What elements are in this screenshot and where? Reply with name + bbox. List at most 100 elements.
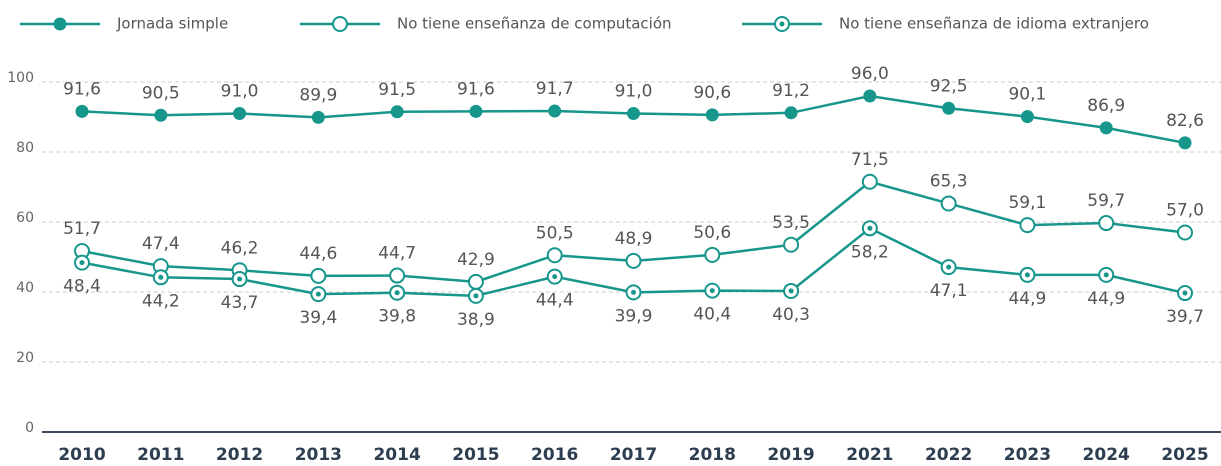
- data-point-dot: [552, 274, 558, 280]
- x-tick-label: 2022: [925, 445, 972, 465]
- legend-label: No tiene enseñanza de computación: [397, 15, 672, 33]
- data-label: 39,9: [615, 306, 653, 326]
- data-label: 82,6: [1166, 111, 1204, 131]
- x-tick-label: 2023: [1004, 445, 1051, 465]
- data-label: 39,7: [1166, 307, 1204, 327]
- data-label: 50,6: [693, 223, 731, 243]
- data-label: 58,2: [851, 242, 889, 262]
- y-tick-label: 60: [16, 210, 34, 226]
- data-point: [233, 107, 247, 120]
- data-point-dot: [946, 264, 952, 270]
- x-tick-label: 2018: [689, 445, 736, 465]
- data-point: [75, 104, 89, 118]
- data-label: 91,2: [772, 81, 810, 101]
- data-label: 44,4: [536, 291, 574, 311]
- data-point: [861, 173, 878, 190]
- data-point-dot: [1103, 272, 1109, 278]
- data-label: 91,5: [378, 80, 416, 100]
- data-label: 96,0: [851, 64, 889, 84]
- data-label: 48,9: [615, 229, 653, 249]
- data-label: 90,1: [1008, 85, 1046, 105]
- data-point: [1177, 224, 1193, 241]
- data-point-dot: [867, 225, 873, 231]
- data-point-dot: [473, 293, 479, 299]
- y-tick-label: 0: [25, 420, 34, 436]
- data-label: 47,1: [930, 281, 968, 301]
- data-label: 91,7: [536, 79, 574, 99]
- data-point: [1178, 136, 1192, 150]
- data-point-dot: [788, 288, 794, 294]
- data-label: 50,5: [536, 223, 574, 243]
- data-label: 44,7: [378, 244, 416, 264]
- data-point: [942, 101, 956, 115]
- data-label: 90,5: [142, 83, 180, 103]
- data-point: [311, 110, 325, 124]
- data-point: [863, 89, 877, 103]
- data-point-dot: [709, 288, 715, 294]
- x-tick-label: 2019: [767, 445, 814, 465]
- data-point: [154, 108, 168, 122]
- data-point-dot: [631, 289, 636, 295]
- y-tick-label: 40: [16, 280, 34, 296]
- y-tick-label: 100: [7, 70, 34, 86]
- data-point: [627, 107, 640, 120]
- x-tick-label: 2015: [452, 445, 499, 465]
- data-point: [389, 267, 406, 284]
- data-point-dot: [394, 290, 400, 296]
- data-point-dot: [237, 276, 243, 282]
- data-point: [1098, 215, 1115, 232]
- data-label: 46,2: [221, 238, 259, 258]
- y-tick-label: 20: [16, 350, 34, 366]
- legend-marker: [53, 17, 67, 31]
- x-tick-label: 2011: [137, 445, 184, 465]
- data-point: [310, 267, 327, 284]
- legend-label: No tiene enseñanza de idioma extranjero: [839, 15, 1149, 33]
- data-label: 91,6: [457, 79, 495, 99]
- legend-marker-dot: [779, 21, 785, 27]
- data-point: [546, 247, 563, 264]
- data-label: 90,6: [693, 83, 731, 103]
- data-label: 89,9: [299, 85, 337, 105]
- data-label: 43,7: [221, 293, 259, 313]
- y-tick-label: 80: [16, 140, 34, 156]
- legend-label: Jornada simple: [116, 15, 228, 33]
- data-label: 91,0: [221, 82, 259, 102]
- data-point: [940, 195, 957, 212]
- data-label: 57,0: [1166, 201, 1204, 221]
- data-point: [783, 236, 800, 253]
- data-label: 51,7: [63, 219, 101, 239]
- x-tick-label: 2013: [295, 445, 342, 465]
- data-label: 92,5: [930, 76, 968, 96]
- data-point-dot: [158, 274, 164, 280]
- x-tick-label: 2012: [216, 445, 263, 465]
- legend-marker: [332, 16, 348, 32]
- data-point: [1020, 110, 1034, 124]
- data-point-dot: [1024, 272, 1030, 278]
- data-point-dot: [79, 260, 85, 266]
- x-tick-label: 2014: [373, 445, 420, 465]
- data-label: 44,6: [299, 244, 337, 264]
- data-point: [469, 104, 483, 118]
- data-label: 42,9: [457, 250, 495, 270]
- data-label: 91,6: [63, 79, 101, 99]
- data-label: 86,9: [1087, 96, 1125, 116]
- x-tick-label: 2017: [610, 445, 657, 465]
- data-point: [467, 273, 484, 290]
- x-tick-label: 2025: [1161, 445, 1208, 465]
- data-label: 44,9: [1087, 289, 1125, 309]
- data-label: 38,9: [457, 310, 495, 330]
- data-label: 59,1: [1008, 193, 1046, 213]
- data-point: [390, 105, 404, 119]
- x-tick-label: 2021: [846, 445, 893, 465]
- data-label: 40,3: [772, 305, 810, 325]
- data-label: 91,0: [615, 82, 653, 102]
- data-point: [1099, 121, 1113, 135]
- data-label: 44,9: [1008, 289, 1046, 309]
- data-label: 44,2: [142, 291, 180, 311]
- x-tick-label: 2024: [1083, 445, 1130, 465]
- x-tick-label: 2016: [531, 445, 578, 465]
- data-label: 59,7: [1087, 191, 1125, 211]
- data-point: [1019, 217, 1036, 234]
- data-label: 65,3: [930, 171, 968, 191]
- data-point: [625, 252, 642, 269]
